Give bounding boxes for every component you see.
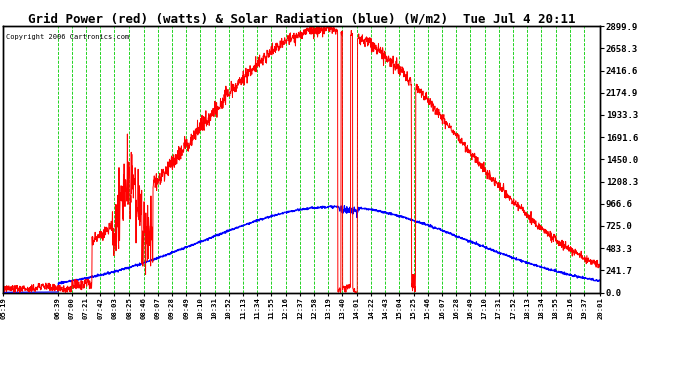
Text: Copyright 2006 Cartronics.com: Copyright 2006 Cartronics.com [6, 34, 130, 40]
Title: Grid Power (red) (watts) & Solar Radiation (blue) (W/m2)  Tue Jul 4 20:11: Grid Power (red) (watts) & Solar Radiati… [28, 12, 575, 25]
